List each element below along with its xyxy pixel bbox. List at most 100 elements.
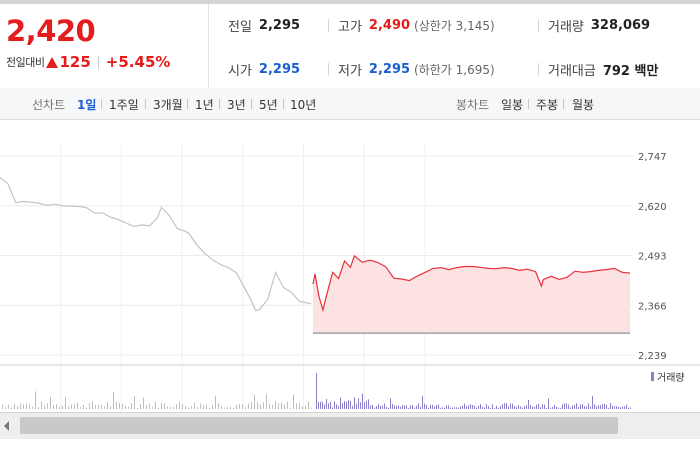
volume-bar [476, 407, 477, 409]
volume-bar [506, 403, 507, 409]
current-price: 2,420 [6, 14, 96, 48]
volume-bar [484, 407, 485, 409]
volume-bar [582, 404, 583, 409]
period-divider [187, 99, 188, 109]
period-1w[interactable]: 1주일 [109, 98, 139, 112]
volume-bar [544, 404, 545, 409]
volume-bar [173, 407, 174, 409]
volume-bar [554, 404, 555, 409]
intraday-chart: 2,747 2,620 2,493 2,366 2,239 거래량 [0, 143, 700, 412]
volume-bar [47, 403, 48, 409]
volume-bar [167, 406, 168, 409]
scroll-thumb[interactable] [20, 417, 618, 434]
volume-bar [542, 404, 543, 409]
period-divider [145, 99, 146, 109]
volume-bar [502, 404, 503, 409]
volume-bar [324, 404, 325, 409]
volume-bar [140, 403, 141, 409]
volume-bar [548, 398, 549, 409]
period-3y[interactable]: 3년 [227, 98, 246, 112]
volume-bar [336, 404, 337, 409]
candle-weekly[interactable]: 주봉 [536, 98, 559, 112]
volume-bar [384, 403, 385, 409]
today-area-fill [313, 255, 630, 334]
volume-bar [412, 404, 413, 409]
volume-bar [17, 406, 18, 409]
period-3m[interactable]: 3개월 [153, 98, 183, 112]
volume-bar [496, 405, 497, 409]
volume-bar [158, 407, 159, 409]
volume-bar [426, 405, 427, 409]
volume-bar [305, 405, 306, 409]
stat-value: 2,295 [368, 62, 411, 77]
volume-bar [486, 404, 487, 409]
scroll-left-icon[interactable] [4, 421, 9, 431]
volume-bar [562, 404, 563, 409]
volume-bar [281, 402, 282, 409]
stat-high: 고가 2,490 (상한가 3,145) [338, 16, 495, 35]
volume-bar [107, 402, 108, 409]
volume-legend-swatch [651, 372, 654, 381]
volume-bar [446, 405, 447, 409]
stat-volume: 거래량 328,069 [548, 16, 650, 35]
candle-daily[interactable]: 일봉 [501, 98, 524, 112]
volume-bar [490, 408, 491, 409]
volume-bar [362, 393, 363, 409]
volume-bar [35, 391, 36, 409]
volume-bar [23, 404, 24, 409]
volume-bar [179, 402, 180, 409]
chart-scrollbar[interactable] [0, 412, 700, 439]
change-rate: +5.45% [105, 53, 171, 71]
volume-bar [50, 396, 51, 409]
volume-bar [374, 407, 375, 409]
volume-bar [398, 405, 399, 409]
volume-bar [478, 405, 479, 409]
volume-bar [454, 407, 455, 409]
candle-monthly[interactable]: 월봉 [572, 98, 595, 112]
volume-bar [354, 397, 355, 409]
period-5y[interactable]: 5년 [259, 98, 278, 112]
volume-bar [134, 396, 135, 409]
volume-bar [622, 406, 623, 409]
volume-bar [460, 406, 461, 409]
volume-bar [630, 407, 631, 409]
volume-bar [62, 405, 63, 409]
volume-bar [26, 403, 27, 409]
volume-bar [316, 373, 317, 409]
volume-bar [254, 394, 255, 409]
volume-bar [352, 405, 353, 409]
stat-value: 328,069 [590, 18, 651, 33]
volume-bar [488, 406, 489, 409]
volume-bar [251, 401, 252, 409]
volume-bar [260, 404, 261, 409]
volume-bar [394, 405, 395, 409]
volume-bar [176, 404, 177, 409]
volume-bar [620, 407, 621, 409]
volume-bar [420, 407, 421, 409]
stat-divider [328, 19, 329, 32]
period-10y[interactable]: 10년 [290, 98, 317, 112]
volume-bar [546, 407, 547, 409]
volume-bar [89, 403, 90, 409]
volume-bar [302, 406, 303, 409]
volume-bar [626, 404, 627, 409]
line-chart-label: 선차트 [32, 98, 66, 112]
volume-bar [143, 397, 144, 409]
volume-bar [257, 401, 258, 409]
period-divider [528, 99, 529, 109]
volume-bar [98, 404, 99, 409]
volume-bar [293, 394, 294, 409]
volume-bar [29, 404, 30, 409]
stat-label: 고가 [338, 20, 362, 35]
volume-bar [600, 405, 601, 409]
volume-bar [606, 404, 607, 409]
volume-bar [436, 405, 437, 409]
volume-bar [418, 403, 419, 409]
volume-bar [95, 404, 96, 409]
volume-bar [348, 400, 349, 409]
period-1y[interactable]: 1년 [195, 98, 214, 112]
volume-bar [299, 403, 300, 409]
previous-day-line [0, 177, 312, 312]
volume-bar [468, 405, 469, 409]
period-1d[interactable]: 1일 [77, 98, 97, 112]
